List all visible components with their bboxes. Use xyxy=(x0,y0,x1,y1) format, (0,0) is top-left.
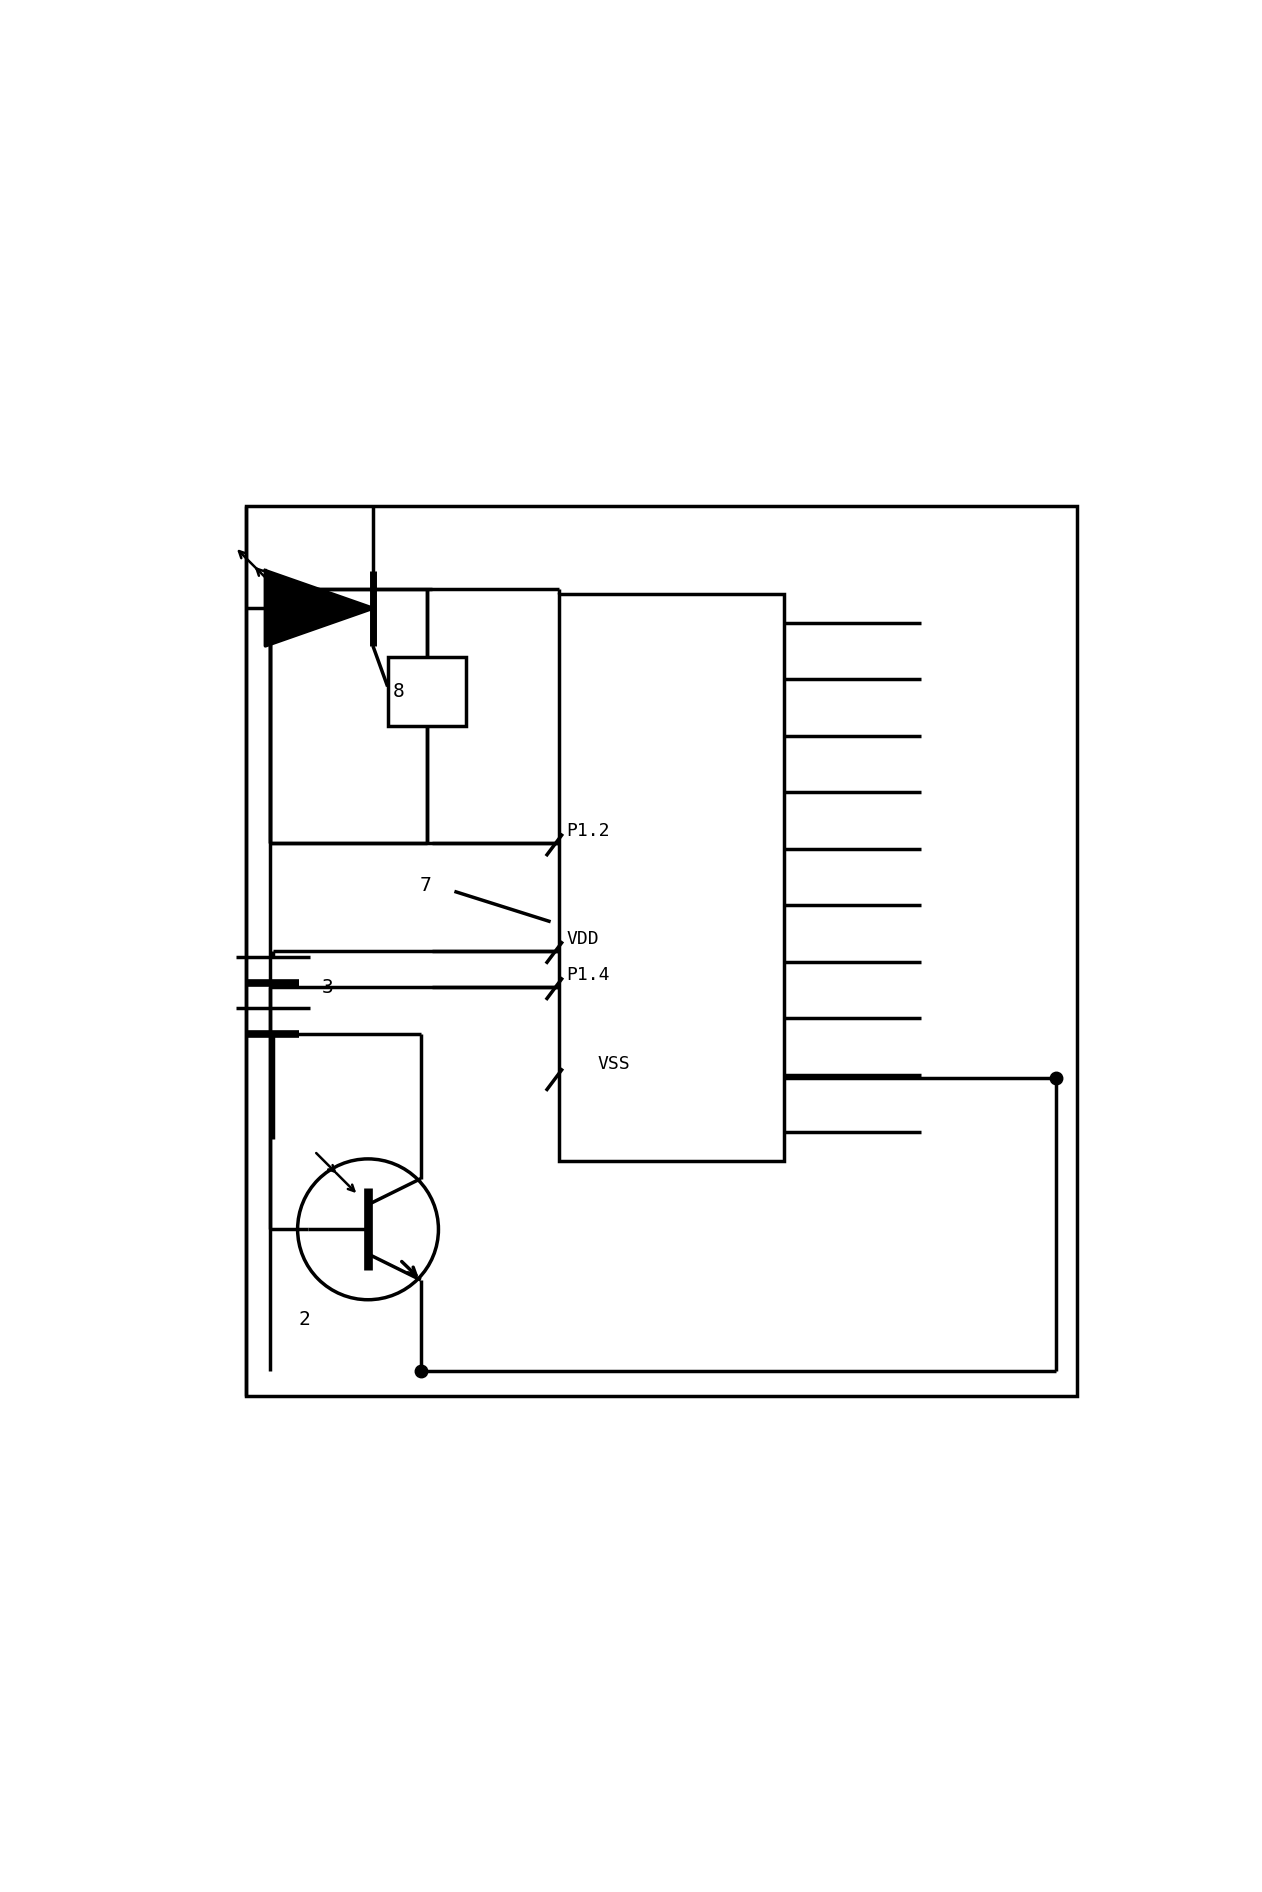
Text: 7: 7 xyxy=(420,876,432,895)
Text: P1.2: P1.2 xyxy=(567,821,610,840)
Text: VSS: VSS xyxy=(598,1056,631,1073)
Bar xyxy=(559,594,784,1162)
Text: VDD: VDD xyxy=(567,929,599,948)
Text: 3: 3 xyxy=(322,978,334,997)
Polygon shape xyxy=(265,571,374,645)
Text: 8: 8 xyxy=(392,683,404,702)
Bar xyxy=(387,657,466,727)
Text: 2: 2 xyxy=(298,1309,310,1328)
Text: P1.4: P1.4 xyxy=(567,965,610,984)
Bar xyxy=(246,505,1078,1396)
